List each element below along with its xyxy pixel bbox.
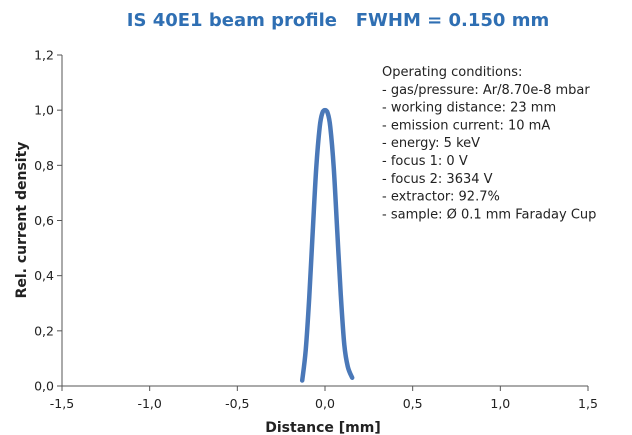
axes: [57, 54, 589, 391]
condition-line: - extractor: 92.7%: [382, 190, 500, 205]
y-tick-label: 0,6: [34, 213, 54, 228]
condition-line: - focus 1: 0 V: [382, 154, 468, 169]
x-tick-label: 0,0: [315, 396, 335, 411]
condition-line: - working distance: 23 mm: [382, 101, 556, 116]
condition-line: - energy: 5 keV: [382, 136, 480, 151]
x-tick-label: -0,5: [225, 396, 249, 411]
x-tick-label: -1,0: [137, 396, 161, 411]
beam-profile-line: [299, 107, 355, 383]
x-axis-label: Distance [mm]: [265, 420, 381, 435]
y-tick-label: 1,2: [34, 48, 54, 63]
y-tick-label: 0,4: [34, 268, 54, 283]
conditions-heading: Operating conditions:: [382, 65, 522, 80]
condition-line: - gas/pressure: Ar/8.70e-8 mbar: [382, 83, 590, 98]
condition-line: - focus 2: 3634 V: [382, 172, 493, 187]
y-tick-label: 0,0: [34, 379, 54, 394]
series-group: [299, 107, 355, 383]
y-tick-label: 0,8: [34, 158, 54, 173]
y-tick-label: 0,2: [34, 323, 54, 338]
y-tick-label: 1,0: [34, 103, 54, 118]
y-axis-label: Rel. current density: [14, 142, 30, 299]
x-tick-labels: -1,5 -1,0 -0,5 0,0 0,5 1,0 1,5: [50, 396, 598, 411]
x-tick-label: 0,5: [403, 396, 423, 411]
x-tick-label: 1,5: [578, 396, 598, 411]
x-tick-label: -1,5: [50, 396, 74, 411]
x-tick-label: 1,0: [490, 396, 510, 411]
condition-line: - sample: Ø 0.1 mm Faraday Cup: [382, 207, 596, 222]
chart-title: IS 40E1 beam profile FWHM = 0.150 mm: [127, 10, 549, 31]
condition-line: - emission current: 10 mA: [382, 118, 550, 133]
y-tick-labels: 0,0 0,2 0,4 0,6 0,8 1,0 1,2: [34, 48, 54, 394]
operating-conditions-annotation: Operating conditions: - gas/pressure: Ar/…: [382, 65, 596, 222]
